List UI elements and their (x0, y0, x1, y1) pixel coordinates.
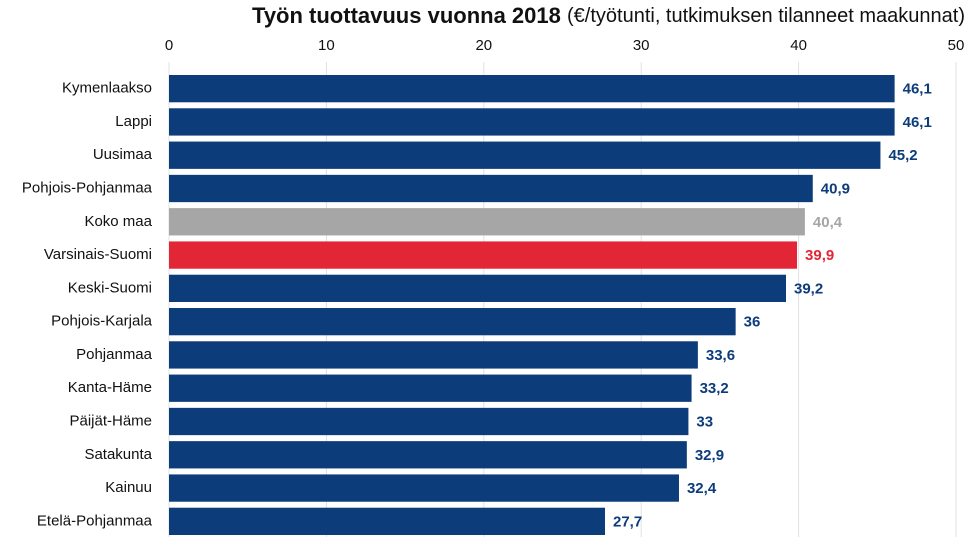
value-label: 39,9 (805, 247, 834, 264)
y-tick-label: Uusimaa (93, 146, 153, 163)
bar (169, 141, 881, 169)
bar (169, 307, 736, 336)
y-tick-label: Etelä-Pohjanmaa (37, 512, 153, 529)
y-tick-label: Pohjois-Pohjanmaa (22, 179, 153, 196)
value-label: 45,2 (888, 147, 917, 164)
chart-title: Työn tuottavuus vuonna 2018 (252, 3, 561, 28)
value-label: 46,1 (903, 81, 932, 98)
x-tick-label: 40 (790, 37, 807, 54)
bar (169, 208, 805, 236)
y-tick-label: Varsinais-Suomi (44, 246, 152, 263)
bar (169, 241, 798, 269)
y-tick-label: Kanta-Häme (68, 379, 152, 396)
y-tick-label: Keski-Suomi (68, 279, 152, 296)
value-label: 36 (744, 314, 761, 331)
bar (169, 474, 679, 502)
value-label: 33,6 (706, 347, 735, 364)
chart-subtitle: (€/työtunti, tutkimuksen tilanneet maaku… (567, 5, 965, 27)
bar (169, 274, 787, 303)
value-label: 27,7 (613, 513, 642, 530)
x-tick-label: 10 (318, 37, 335, 54)
y-tick-label: Päijät-Häme (69, 412, 152, 429)
y-tick-label: Kainuu (105, 479, 152, 496)
value-label: 33 (696, 413, 713, 430)
bar (169, 441, 687, 469)
value-label: 33,2 (700, 380, 729, 397)
value-label: 32,9 (695, 447, 724, 464)
bar (169, 74, 895, 103)
y-tick-label: Satakunta (84, 446, 152, 463)
x-tick-label: 20 (475, 37, 492, 54)
value-label: 39,2 (794, 280, 823, 297)
y-tick-label: Pohjois-Karjala (51, 313, 153, 330)
bar (169, 174, 813, 203)
value-label: 40,9 (821, 180, 850, 197)
x-tick-label: 30 (633, 37, 650, 54)
bar (169, 407, 689, 436)
y-tick-label: Kymenlaakso (62, 80, 152, 97)
y-tick-label: Koko maa (84, 213, 152, 230)
bar (169, 507, 605, 536)
bar (169, 341, 698, 369)
y-tick-label: Lappi (115, 113, 152, 130)
value-label: 40,4 (813, 214, 843, 231)
x-tick-label: 50 (948, 37, 965, 54)
bar (169, 108, 895, 136)
y-tick-label: Pohjanmaa (76, 346, 153, 363)
x-tick-label: 0 (165, 37, 173, 54)
bar (169, 374, 692, 402)
chart-title-line: Työn tuottavuus vuonna 2018 (€/työtunti,… (252, 3, 965, 28)
value-label: 46,1 (903, 114, 932, 131)
value-label: 32,4 (687, 480, 717, 497)
